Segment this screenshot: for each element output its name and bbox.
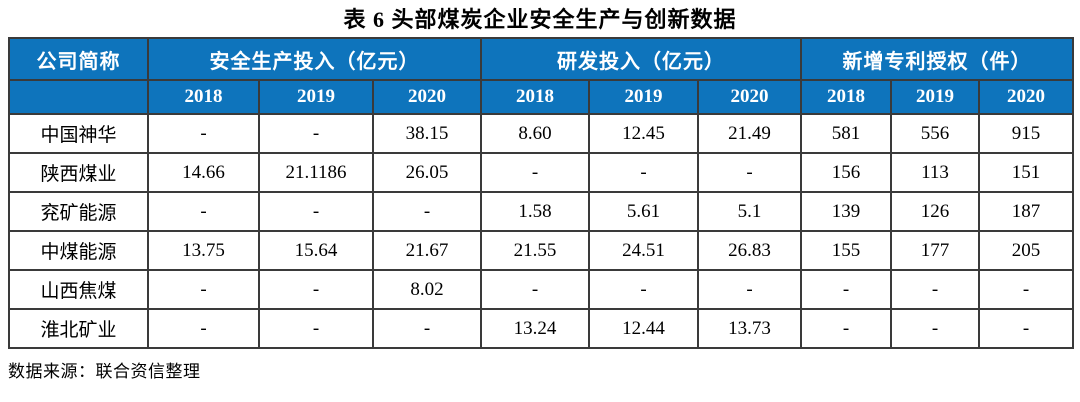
value-cell: 139	[800, 191, 892, 232]
value-cell: -	[588, 269, 699, 310]
value-cell: 13.24	[480, 308, 590, 349]
value-cell: 21.55	[480, 230, 590, 271]
table-row: 中国神华 - -38.15 8.60 12.45 21.49 581 556 915	[8, 113, 1074, 154]
year-header-row: 2018 2019 2020 2018 2019 2020 2018 2019 …	[8, 79, 1074, 115]
value-cell: 915	[978, 113, 1074, 154]
year-header: 2019	[588, 79, 699, 115]
value-cell: 14.66	[147, 152, 260, 193]
value-cell: 21.1186	[258, 152, 374, 193]
company-name-cell: 兖矿能源	[8, 191, 149, 232]
value-cell: -	[258, 269, 374, 310]
year-header: 2018	[800, 79, 892, 115]
data-source-note: 数据来源：联合资信整理	[8, 362, 201, 381]
value-cell: 151	[978, 152, 1074, 193]
value-cell: -	[978, 308, 1074, 349]
group-header-safety-investment: 安全生产投入（亿元）	[147, 37, 482, 81]
value-cell: 187	[978, 191, 1074, 232]
value-cell: -	[697, 152, 802, 193]
value-cell: 12.45	[588, 113, 699, 154]
table-row: 陕西煤业 14.66 21.1186 26.05- - -156 113 151	[8, 152, 1074, 193]
value-cell: 177	[890, 230, 980, 271]
value-cell: -	[978, 269, 1074, 310]
year-header: 2018	[480, 79, 590, 115]
company-name-cell: 陕西煤业	[8, 152, 149, 193]
value-cell: -	[147, 308, 260, 349]
group-header-row: 公司简称 安全生产投入（亿元） 研发投入（亿元） 新增专利授权（件）	[8, 37, 1074, 81]
value-cell: -	[588, 152, 699, 193]
value-cell: -	[147, 113, 260, 154]
company-name-cell: 中煤能源	[8, 230, 149, 271]
value-cell: 113	[890, 152, 980, 193]
corner-header-company: 公司简称	[8, 37, 149, 81]
year-header: 2020	[697, 79, 802, 115]
table-body: 中国神华 - -38.15 8.60 12.45 21.49 581 556 915 陕西煤业 14…	[8, 113, 1074, 349]
value-cell: 21.67	[372, 230, 482, 271]
value-cell: -	[258, 191, 374, 232]
table-row: 兖矿能源 - - -1.58 5.61 5.1 139 126 187	[8, 191, 1074, 232]
value-cell: 15.64	[258, 230, 374, 271]
value-cell: 5.61	[588, 191, 699, 232]
table-row: 中煤能源 13.75 15.64 21.67 21.55 24.51 26.83 155 177…	[8, 230, 1074, 271]
coal-enterprise-data-table: 公司简称 安全生产投入（亿元） 研发投入（亿元） 新增专利授权（件） 2018 …	[8, 37, 1074, 349]
value-cell: 13.75	[147, 230, 260, 271]
table-title: 表 6 头部煤炭企业安全生产与创新数据	[343, 7, 737, 32]
value-cell: 155	[800, 230, 892, 271]
year-header: 2019	[890, 79, 980, 115]
year-header-blank	[8, 79, 149, 115]
group-header-rd-investment: 研发投入（亿元）	[480, 37, 802, 81]
value-cell: 581	[800, 113, 892, 154]
value-cell: -	[890, 269, 980, 310]
company-name-cell: 淮北矿业	[8, 308, 149, 349]
year-header: 2019	[258, 79, 374, 115]
year-header: 2020	[978, 79, 1074, 115]
table-row: 淮北矿业 - - -13.24 12.44 13.73- - -	[8, 308, 1074, 349]
value-cell: -	[480, 152, 590, 193]
value-cell: 8.02	[372, 269, 482, 310]
year-header: 2018	[147, 79, 260, 115]
value-cell: -	[147, 191, 260, 232]
table-row: 山西焦煤 - -8.02- - - - - -	[8, 269, 1074, 310]
value-cell: -	[372, 191, 482, 232]
group-header-new-patents: 新增专利授权（件）	[800, 37, 1074, 81]
company-name-cell: 中国神华	[8, 113, 149, 154]
value-cell: -	[480, 269, 590, 310]
value-cell: 5.1	[697, 191, 802, 232]
value-cell: 26.83	[697, 230, 802, 271]
value-cell: 12.44	[588, 308, 699, 349]
value-cell: 1.58	[480, 191, 590, 232]
value-cell: 8.60	[480, 113, 590, 154]
value-cell: 556	[890, 113, 980, 154]
company-name-cell: 山西焦煤	[8, 269, 149, 310]
value-cell: -	[258, 308, 374, 349]
value-cell: -	[697, 269, 802, 310]
value-cell: -	[800, 308, 892, 349]
value-cell: -	[372, 308, 482, 349]
value-cell: 21.49	[697, 113, 802, 154]
value-cell: 156	[800, 152, 892, 193]
value-cell: 126	[890, 191, 980, 232]
value-cell: 13.73	[697, 308, 802, 349]
value-cell: 205	[978, 230, 1074, 271]
value-cell: 38.15	[372, 113, 482, 154]
year-header: 2020	[372, 79, 482, 115]
value-cell: -	[258, 113, 374, 154]
value-cell: -	[890, 308, 980, 349]
value-cell: -	[147, 269, 260, 310]
value-cell: -	[800, 269, 892, 310]
value-cell: 26.05	[372, 152, 482, 193]
value-cell: 24.51	[588, 230, 699, 271]
